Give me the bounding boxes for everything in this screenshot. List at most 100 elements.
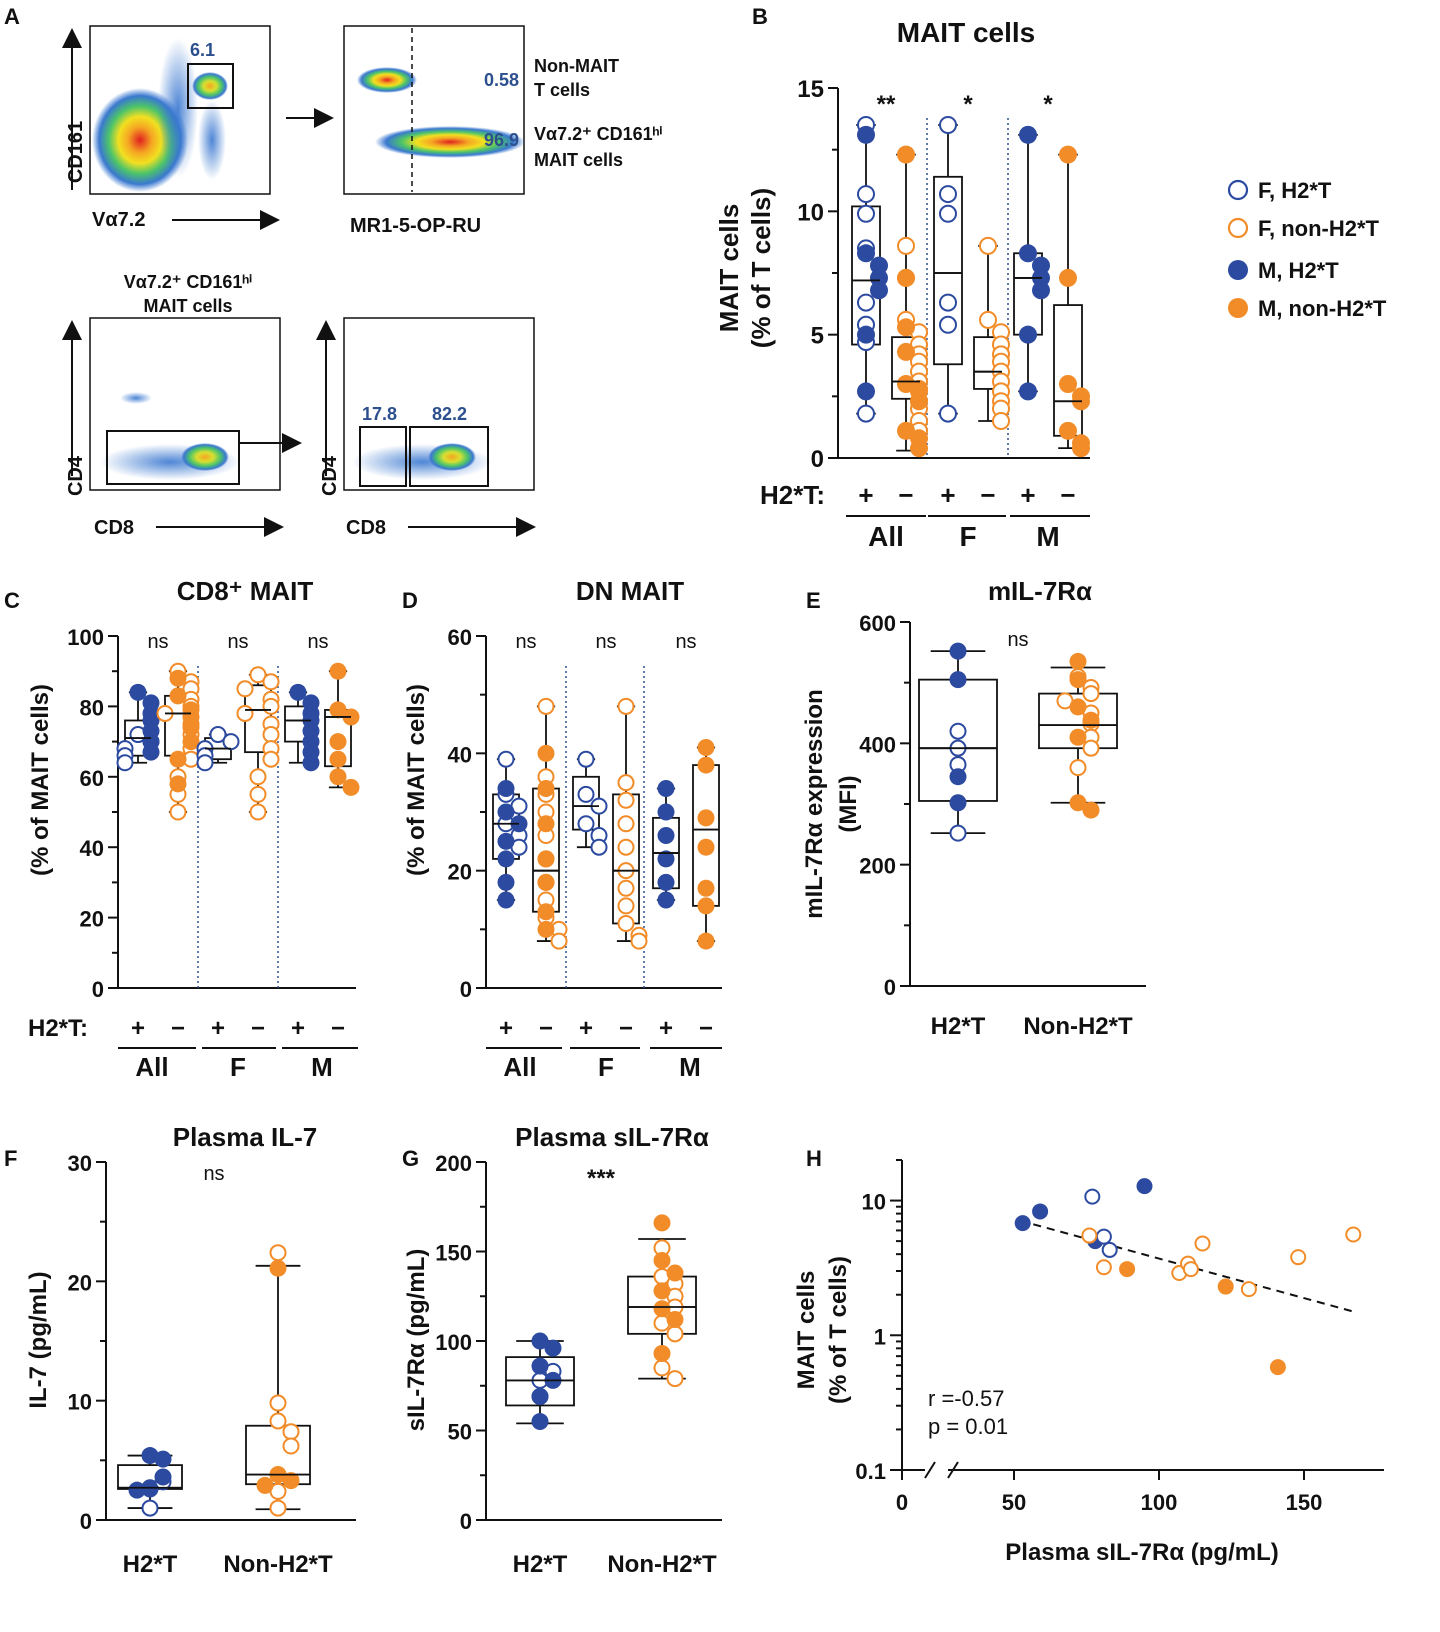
panel-a: A 6.1 CD161 Vα7.2 0.58 96.9 Non-MAIT T c…	[4, 4, 662, 539]
legend-marker	[1227, 179, 1249, 201]
data-point	[1119, 1261, 1136, 1278]
data-point	[910, 392, 928, 411]
data-point	[497, 873, 515, 891]
data-point	[1136, 1178, 1153, 1195]
data-point	[1069, 794, 1087, 812]
legend-marker	[1228, 298, 1248, 318]
y-tick-label: 0	[460, 1509, 472, 1534]
mait-gate	[187, 63, 234, 109]
data-point	[979, 310, 997, 329]
x-tick-label: 50	[1002, 1490, 1026, 1515]
y-tick-label: 0.1	[855, 1459, 886, 1484]
data-point	[870, 281, 888, 300]
y-tick-label: 1	[874, 1324, 886, 1349]
data-point	[666, 1264, 684, 1282]
data-point	[537, 873, 555, 891]
data-point	[1019, 125, 1037, 144]
y-tick-label: 60	[80, 766, 104, 791]
y-axis-label-unit: (% of T cells)	[746, 188, 776, 348]
panel-letter-h: H	[806, 1146, 822, 1171]
data-point	[531, 1387, 549, 1405]
data-point	[531, 1413, 549, 1431]
data-point	[870, 268, 888, 287]
data-point	[897, 268, 915, 287]
data-point	[1082, 739, 1100, 757]
data-point	[169, 687, 187, 705]
significance-label: ns	[307, 631, 328, 653]
data-point	[497, 803, 515, 821]
group-label: M	[311, 1052, 333, 1082]
panel-letter-d: D	[402, 588, 418, 613]
data-point	[1069, 759, 1087, 777]
y-axis-label: MAIT cells	[793, 1271, 820, 1390]
data-point	[497, 891, 515, 909]
data-point	[537, 744, 555, 762]
data-point	[657, 873, 675, 891]
data-point	[302, 754, 320, 772]
y-tick-label: 0	[460, 977, 472, 1002]
data-point	[666, 1311, 684, 1329]
group-row-label: H2*T:	[760, 480, 825, 510]
data-point	[1095, 1259, 1112, 1276]
label-non-mait-2: T cells	[534, 80, 590, 100]
data-point	[1059, 421, 1077, 440]
plot-title-2: MAIT cells	[143, 296, 232, 316]
y-axis-label: (% of MAIT cells)	[27, 684, 54, 876]
axis-break-mark	[947, 1461, 959, 1479]
chart-c: CD8⁺ MAIT 0 20 40 60 80 100 (% of MAIT cells) ns…	[27, 576, 360, 1082]
data-point	[1059, 375, 1077, 393]
group-label: All	[135, 1052, 168, 1082]
data-point	[617, 815, 635, 833]
cell-population-cd8	[181, 443, 229, 471]
data-point	[657, 803, 675, 821]
legend-marker	[1227, 217, 1249, 239]
data-point	[1194, 1235, 1211, 1252]
data-point	[169, 775, 187, 793]
x-tick-label: 150	[1286, 1490, 1323, 1515]
data-point	[1082, 801, 1100, 819]
data-point	[979, 236, 997, 255]
cd8-gate	[409, 426, 489, 487]
group-row-label: H2*T:	[28, 1015, 88, 1042]
data-point	[657, 780, 675, 798]
h2t-sign: −	[619, 1015, 633, 1042]
y-tick-label: 10	[68, 1390, 92, 1415]
data-point	[282, 1472, 300, 1490]
y-tick-label: 600	[859, 611, 896, 636]
axis-break-mark	[924, 1461, 936, 1479]
group-label: H2*T	[123, 1551, 178, 1578]
data-point	[910, 379, 928, 398]
data-point	[182, 719, 200, 737]
h2t-sign: −	[539, 1015, 553, 1042]
data-point	[249, 803, 267, 821]
data-point	[1095, 1228, 1112, 1245]
data-point	[544, 1339, 562, 1357]
legend-item: M, non-H2*T	[1228, 296, 1387, 321]
data-point	[329, 750, 347, 768]
data-point	[1032, 1203, 1049, 1220]
group-label: H2*T	[931, 1013, 986, 1040]
data-point	[897, 318, 915, 337]
chart-title: Plasma IL-7	[173, 1122, 318, 1152]
gate-right-percentage: 82.2	[432, 404, 467, 424]
group-label: M	[1036, 521, 1059, 552]
h2t-sign: −	[980, 480, 995, 510]
data-point	[141, 1499, 159, 1517]
chart-title: MAIT cells	[897, 17, 1035, 48]
data-point	[949, 642, 967, 660]
label-mait-1: Vα7.2⁺ CD161ʰⁱ	[534, 124, 662, 144]
flow-plot-cd4-cd8-gate: Vα7.2⁺ CD161ʰⁱ MAIT cells CD4 CD8	[62, 272, 284, 539]
data-point	[329, 662, 347, 680]
significance-label: ns	[595, 631, 616, 653]
flow-plot-mr1-tetramer: 0.58 96.9 Non-MAIT T cells Vα7.2⁺ CD161ʰ…	[343, 25, 662, 237]
legend-item: M, H2*T	[1228, 258, 1339, 283]
gate-left-percentage: 17.8	[362, 404, 397, 424]
data-point	[617, 791, 635, 809]
data-point	[939, 116, 957, 134]
data-point	[329, 733, 347, 751]
data-point	[531, 1332, 549, 1350]
data-point	[1069, 652, 1087, 670]
y-axis-label: mIL-7Rα expression	[801, 689, 828, 919]
x-tick-label: 0	[896, 1490, 908, 1515]
